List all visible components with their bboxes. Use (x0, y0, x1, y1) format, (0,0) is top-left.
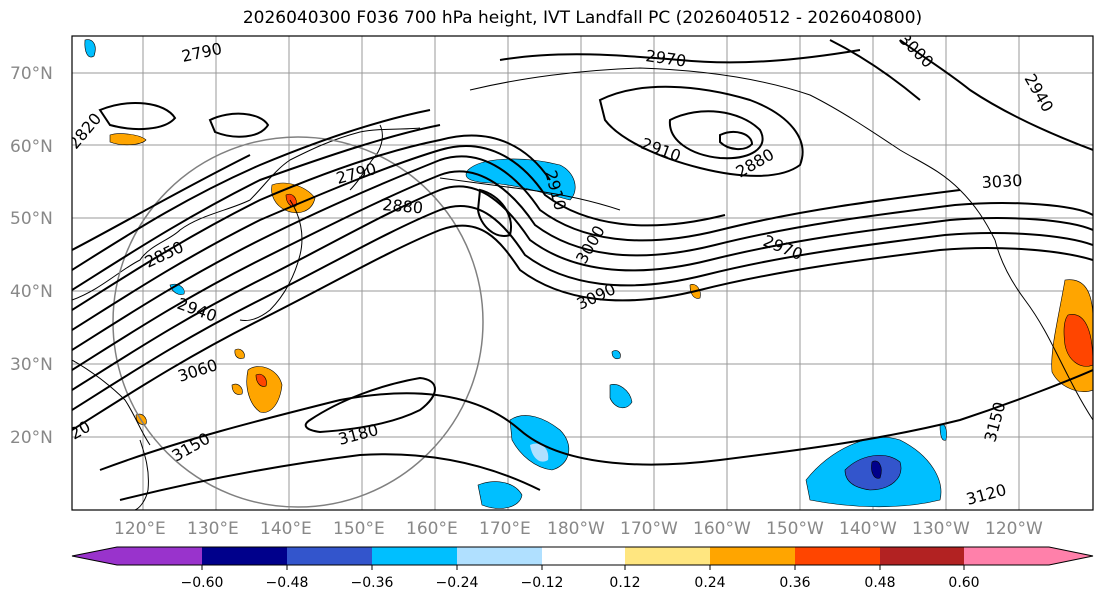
colorbar-swatch (457, 547, 542, 565)
ivt-blob-light (530, 443, 549, 462)
lon-label: 170°E (479, 519, 531, 539)
colorbar-swatch (372, 547, 457, 565)
colorbar-tick-label: 0.24 (694, 575, 725, 591)
ivt-blob-small2 (611, 350, 621, 360)
map-area (72, 36, 1093, 510)
colorbar-tick-label: −0.60 (181, 575, 224, 591)
contour-label: 2880 (382, 195, 424, 217)
colorbar-tick-label: 0.36 (779, 575, 810, 591)
lon-label: 140°E (260, 519, 312, 539)
lon-label: 180°W (547, 519, 605, 539)
colorbar-swatch (795, 547, 880, 565)
lat-label: 40°N (10, 282, 53, 302)
lat-label: 20°N (10, 428, 53, 448)
colorbar-swatch (72, 547, 117, 565)
colorbar-swatch (202, 547, 287, 565)
contour-label: 3030 (981, 171, 1023, 192)
map-frame (71, 35, 1094, 511)
lon-label: 120°W (985, 519, 1043, 539)
lon-label: 120°E (114, 519, 166, 539)
colorbar: −0.60 −0.48 −0.36 −0.24 −0.12 0.12 0.24 … (71, 546, 1094, 591)
colorbar-swatch (542, 547, 625, 565)
coast-aleutians (439, 177, 621, 211)
colorbar-swatch (287, 547, 372, 565)
ivt-blob-orange3 (109, 133, 147, 146)
lon-label: 160°W (693, 519, 751, 539)
colorbar-tick-label: −0.24 (436, 575, 479, 591)
lat-label: 70°N (10, 64, 53, 84)
colorbar-tick-label: −0.12 (521, 575, 564, 591)
ivt-blob-red5 (1063, 314, 1093, 367)
ivt-blob-red1 (285, 193, 297, 207)
latitude-labels: 70°N 60°N 50°N 40°N 30°N 20°N (10, 64, 53, 448)
coast-philippines (134, 439, 149, 510)
height-contours (72, 39, 1093, 501)
ivt-blob-orange2 (246, 366, 283, 413)
map-title: 2026040300 F036 700 hPa height, IVT Land… (242, 8, 923, 28)
graticule (72, 36, 1093, 510)
lon-label: 130°W (912, 519, 970, 539)
ivt-blob-small1 (609, 384, 633, 409)
lat-label: 60°N (10, 137, 53, 157)
colorbar-swatch (964, 547, 1049, 565)
lon-label: 140°W (839, 519, 897, 539)
colorbar-swatch (710, 547, 795, 565)
colorbar-swatch (625, 547, 710, 565)
range-circle (112, 136, 484, 508)
lat-label: 30°N (10, 355, 53, 375)
coast-china (72, 359, 151, 446)
ivt-blob-east-core (871, 460, 882, 479)
colorbar-tick-label: 0.12 (609, 575, 640, 591)
colorbar-tick-label: 0.60 (948, 575, 979, 591)
lon-label: 170°W (620, 519, 678, 539)
longitude-labels: 120°E 130°E 140°E 150°E 160°E 170°E 180°… (114, 519, 1043, 539)
ivt-shading (84, 39, 1093, 509)
lon-label: 160°E (406, 519, 458, 539)
lon-label: 130°E (187, 519, 239, 539)
colorbar-outline (71, 546, 1094, 566)
colorbar-swatch (1049, 547, 1093, 565)
ivt-blob-south (477, 481, 523, 509)
coast-asia (72, 127, 421, 301)
ivt-blob-north-pacific (465, 158, 576, 201)
colorbar-swatch (117, 547, 202, 565)
colorbar-tick-label: 0.48 (864, 575, 895, 591)
lat-label: 50°N (10, 209, 53, 229)
ivt-blob-orange6 (234, 348, 245, 359)
coast-kamchatka (349, 124, 383, 191)
coast-uscoast (994, 239, 1093, 421)
colorbar-swatch (880, 547, 964, 565)
ivt-blob-orange7 (231, 383, 243, 395)
ivt-blob-red2 (255, 373, 267, 387)
lon-label: 150°W (766, 519, 824, 539)
colorbar-tick-label: −0.48 (266, 575, 309, 591)
colorbar-tick-label: −0.36 (351, 575, 394, 591)
lon-label: 150°E (333, 519, 385, 539)
ivt-blob-small3 (84, 39, 96, 58)
